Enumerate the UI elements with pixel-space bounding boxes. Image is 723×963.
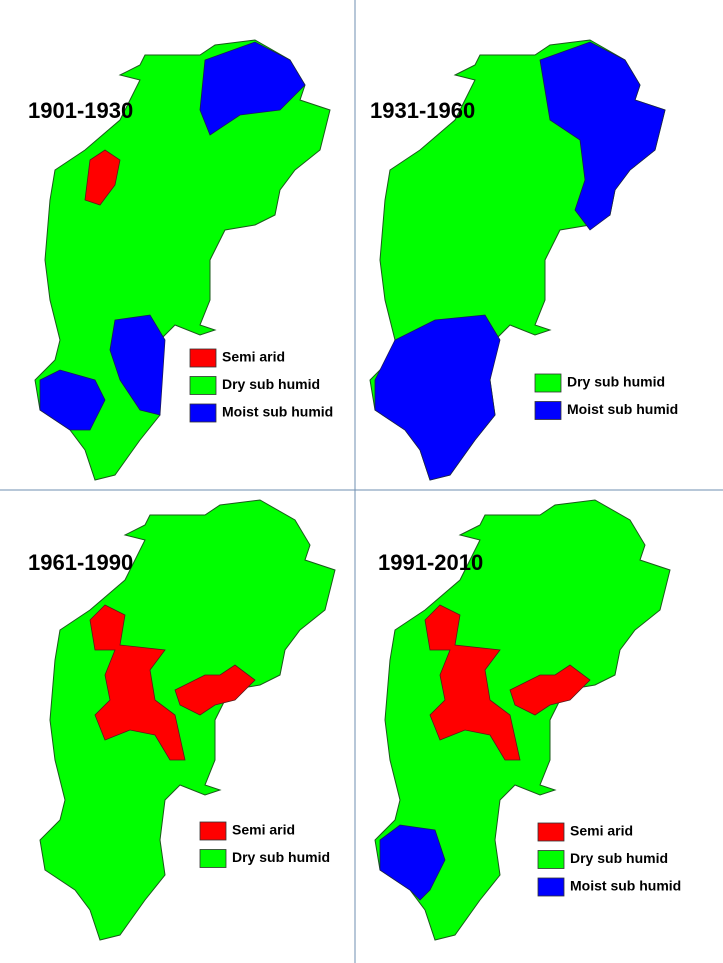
legend-swatch	[199, 821, 227, 841]
legend-label: Dry sub humid	[222, 376, 320, 392]
map	[39, 499, 336, 941]
climate-zone	[539, 41, 666, 231]
panel-title: 1991-2010	[378, 550, 483, 575]
legend-label: Dry sub humid	[232, 849, 330, 865]
legend-label: Moist sub humid	[567, 401, 678, 417]
legend-swatch	[534, 401, 562, 420]
legend-swatch	[189, 403, 217, 423]
climate-zone	[379, 824, 446, 901]
map	[369, 39, 666, 481]
climate-zone	[509, 664, 591, 716]
legend-swatch	[537, 850, 565, 869]
legend-label: Dry sub humid	[567, 374, 665, 390]
climate-zone	[89, 604, 186, 761]
legend-label: Semi arid	[570, 823, 633, 839]
climate-zone	[374, 314, 501, 481]
map	[34, 39, 331, 481]
climate-zone	[199, 41, 306, 136]
climate-zone	[174, 664, 256, 716]
legend-swatch	[199, 849, 227, 868]
legend-label: Moist sub humid	[222, 404, 333, 420]
legend-swatch	[534, 373, 562, 393]
legend-label: Semi arid	[232, 822, 295, 838]
legend-label: Moist sub humid	[570, 878, 681, 894]
legend-swatch	[189, 376, 217, 395]
panel-title: 1931-1960	[370, 98, 475, 123]
legend-label: Dry sub humid	[570, 850, 668, 866]
panel-title: 1901-1930	[28, 98, 133, 123]
climate-zone	[39, 369, 106, 431]
legend-swatch	[537, 822, 565, 842]
map	[374, 499, 671, 941]
panel-title: 1961-1990	[28, 550, 133, 575]
legend-swatch	[189, 348, 217, 368]
climate-zone	[424, 604, 521, 761]
climate-zone	[109, 314, 166, 416]
legend-swatch	[537, 877, 565, 897]
legend-label: Semi arid	[222, 349, 285, 365]
climate-zone	[84, 149, 121, 206]
